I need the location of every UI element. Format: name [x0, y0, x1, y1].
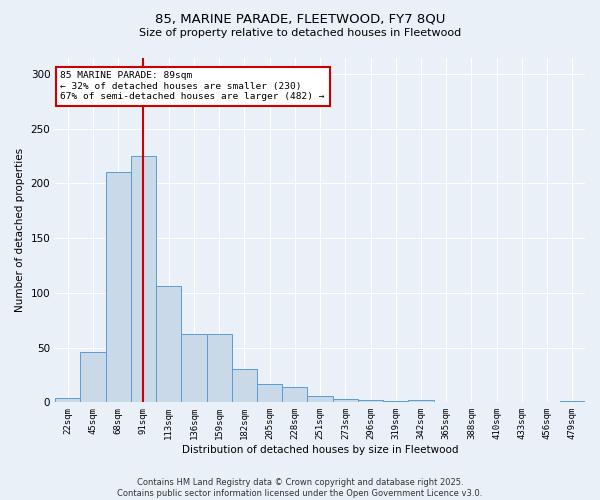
Bar	[80, 352, 106, 403]
Bar	[181, 334, 206, 402]
Bar	[560, 401, 585, 402]
Text: 85 MARINE PARADE: 89sqm
← 32% of detached houses are smaller (230)
67% of semi-d: 85 MARINE PARADE: 89sqm ← 32% of detache…	[61, 72, 325, 101]
X-axis label: Distribution of detached houses by size in Fleetwood: Distribution of detached houses by size …	[182, 445, 458, 455]
Bar	[383, 401, 409, 402]
Bar	[332, 399, 358, 402]
Bar	[232, 370, 257, 402]
Bar	[257, 384, 282, 402]
Text: 85, MARINE PARADE, FLEETWOOD, FY7 8QU: 85, MARINE PARADE, FLEETWOOD, FY7 8QU	[155, 12, 445, 26]
Bar	[206, 334, 232, 402]
Y-axis label: Number of detached properties: Number of detached properties	[15, 148, 25, 312]
Bar	[106, 172, 131, 402]
Bar	[409, 400, 434, 402]
Bar	[282, 387, 307, 402]
Bar	[307, 396, 332, 402]
Text: Size of property relative to detached houses in Fleetwood: Size of property relative to detached ho…	[139, 28, 461, 38]
Bar	[55, 398, 80, 402]
Bar	[131, 156, 156, 402]
Text: Contains HM Land Registry data © Crown copyright and database right 2025.
Contai: Contains HM Land Registry data © Crown c…	[118, 478, 482, 498]
Bar	[156, 286, 181, 403]
Bar	[358, 400, 383, 402]
